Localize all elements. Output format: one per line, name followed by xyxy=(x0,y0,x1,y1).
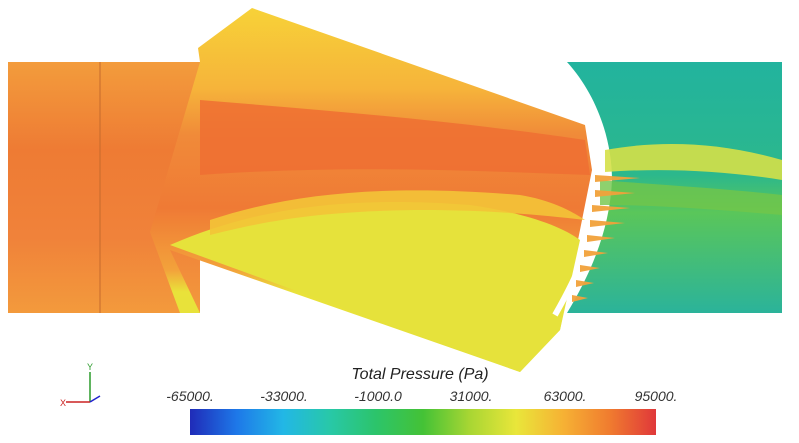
colorbar-tick: -33000. xyxy=(260,388,308,404)
svg-text:Y: Y xyxy=(87,362,93,372)
colorbar-gradient xyxy=(190,409,656,435)
axis-triad-icon: Y X xyxy=(60,362,101,408)
svg-text:X: X xyxy=(60,398,66,408)
inlet-region xyxy=(8,62,200,313)
outlet-jet-band xyxy=(605,144,782,180)
colorbar-tick: -65000. xyxy=(166,388,214,404)
blade-passage-core xyxy=(200,100,590,175)
colorbar-tick: 95000. xyxy=(634,388,678,404)
blade-passage-lower-mid xyxy=(210,190,585,235)
blade-wake-streaks xyxy=(572,175,640,302)
outlet-wake-band xyxy=(600,180,782,215)
blade-passage-lower-yellow xyxy=(170,201,580,372)
colorbar-title: Total Pressure (Pa) xyxy=(351,366,489,383)
colorbar-tick: 31000. xyxy=(449,388,493,404)
colorbar-tick: 63000. xyxy=(543,388,587,404)
colorbar-tick: -1000.0 xyxy=(354,388,402,404)
